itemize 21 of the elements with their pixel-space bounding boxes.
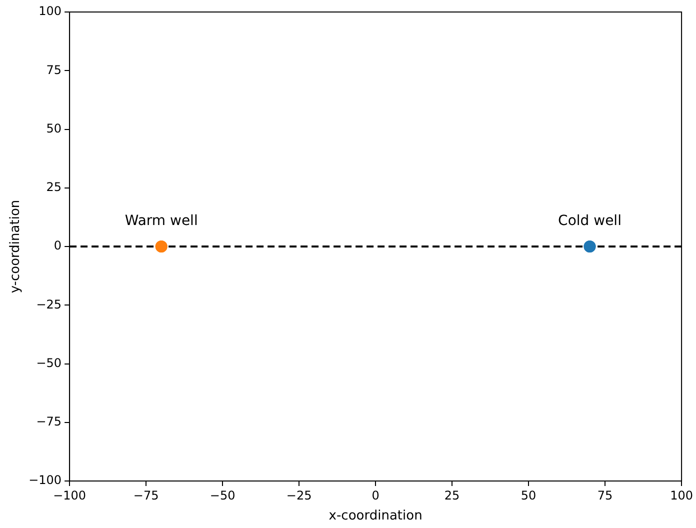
x-tick-label: 50 xyxy=(520,488,536,502)
y-tick-label: −50 xyxy=(36,356,62,370)
y-tick-label: 75 xyxy=(46,62,62,77)
y-tick-label: 25 xyxy=(46,180,62,194)
y-tick-label: 100 xyxy=(38,4,62,18)
y-tick-label: −75 xyxy=(36,414,62,428)
y-tick-label: 50 xyxy=(46,121,62,136)
x-tick-label: 25 xyxy=(444,488,460,502)
x-tick-label: 0 xyxy=(372,488,380,502)
x-tick-label: 100 xyxy=(670,488,693,502)
x-tick-label: −75 xyxy=(133,488,159,502)
y-tick-label: 0 xyxy=(54,238,62,253)
x-tick-label: −50 xyxy=(210,488,236,502)
y-tick-label: −25 xyxy=(36,297,62,312)
x-tick-label: −25 xyxy=(286,488,312,502)
series-label: Cold well xyxy=(558,213,622,230)
x-tick-label: 75 xyxy=(597,488,613,502)
y-tick-label: −100 xyxy=(28,473,62,488)
series-label: Warm well xyxy=(124,213,198,230)
x-axis-title: x-coordination xyxy=(328,508,422,524)
y-axis-title: y-coordination xyxy=(8,200,24,294)
